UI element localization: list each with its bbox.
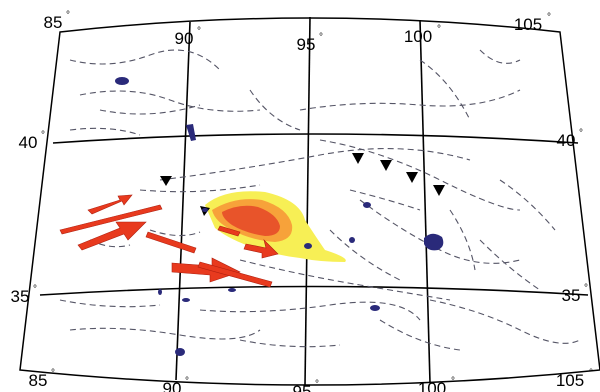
degree-mark: ° [579,128,583,139]
latitude-labels: 40 ° 35 ° 40 ° 35 ° [11,128,588,306]
degree-mark: ° [584,283,588,294]
degree-mark: ° [315,379,319,390]
lake [202,208,208,212]
lat-label-right: 40 [557,131,576,150]
lon-label-top: 90 [175,29,194,48]
lon-label-top: 105 [514,15,542,34]
lon-label-bottom: 95 [293,382,312,392]
lat-label-right: 35 [562,286,581,305]
lat-label-left: 35 [11,287,30,306]
longitude-labels-top: 85 ° 90 ° 95 ° 100 ° 105 ° [44,10,551,54]
lon-label-top: 100 [404,27,432,46]
lake [363,202,371,208]
parallel-35 [39,285,589,296]
meridian-90 [175,21,191,381]
meridian-95 [304,16,311,386]
lon-label-bottom: 90 [163,379,182,392]
lon-label-bottom: 105 [556,371,584,390]
lake [182,298,190,302]
degree-mark: ° [589,368,593,379]
lake [115,77,129,85]
lon-label-bottom: 85 [29,371,48,390]
slip-arrow-icon [87,194,133,215]
degree-mark: ° [51,368,55,379]
degree-mark: ° [547,12,551,23]
slip-arrow-icon [145,231,197,254]
slip-arrow-icon [217,225,241,237]
thrust-triangles [160,153,445,216]
slip-arrows [59,194,279,288]
degree-mark: ° [33,284,37,295]
lake [175,348,185,356]
lake [228,288,236,292]
deformation-inner [222,205,280,236]
slip-arrow-icon [77,221,147,251]
lon-label-top: 85 [44,13,63,32]
lon-label-bottom: 100 [418,379,446,392]
thrust-triangle-icon [160,176,172,186]
thrust-triangle-icon [406,172,418,183]
degree-mark: ° [451,376,455,387]
degree-mark: ° [41,130,45,141]
lakes [115,77,444,356]
lake [186,124,196,141]
meridian-100 [419,19,431,384]
degree-mark: ° [437,24,441,35]
slip-arrow-icon [171,257,241,283]
slip-arrow-icon [243,239,279,259]
lake [349,237,355,243]
fault-lines [59,49,581,351]
thrust-triangle-icon [380,160,392,171]
lake [158,289,162,295]
degree-mark: ° [319,32,323,43]
longitude-labels-bottom: 85 ° 90 ° 95 ° 100 ° 105 ° [29,368,593,392]
slip-arrow-icon [197,261,273,288]
degree-mark: ° [197,26,201,37]
map-frame [19,17,600,386]
lat-label-left: 40 [19,133,38,152]
thrust-triangle-icon [352,153,364,164]
lon-label-top: 95 [297,35,316,54]
thrust-triangle-icon [433,185,445,196]
degree-mark: ° [185,376,189,387]
degree-mark: ° [66,10,70,21]
slip-arrow-icon [59,204,163,235]
lake [304,243,312,249]
lake [370,305,380,311]
lake [424,233,444,251]
parallel-40 [52,133,579,144]
